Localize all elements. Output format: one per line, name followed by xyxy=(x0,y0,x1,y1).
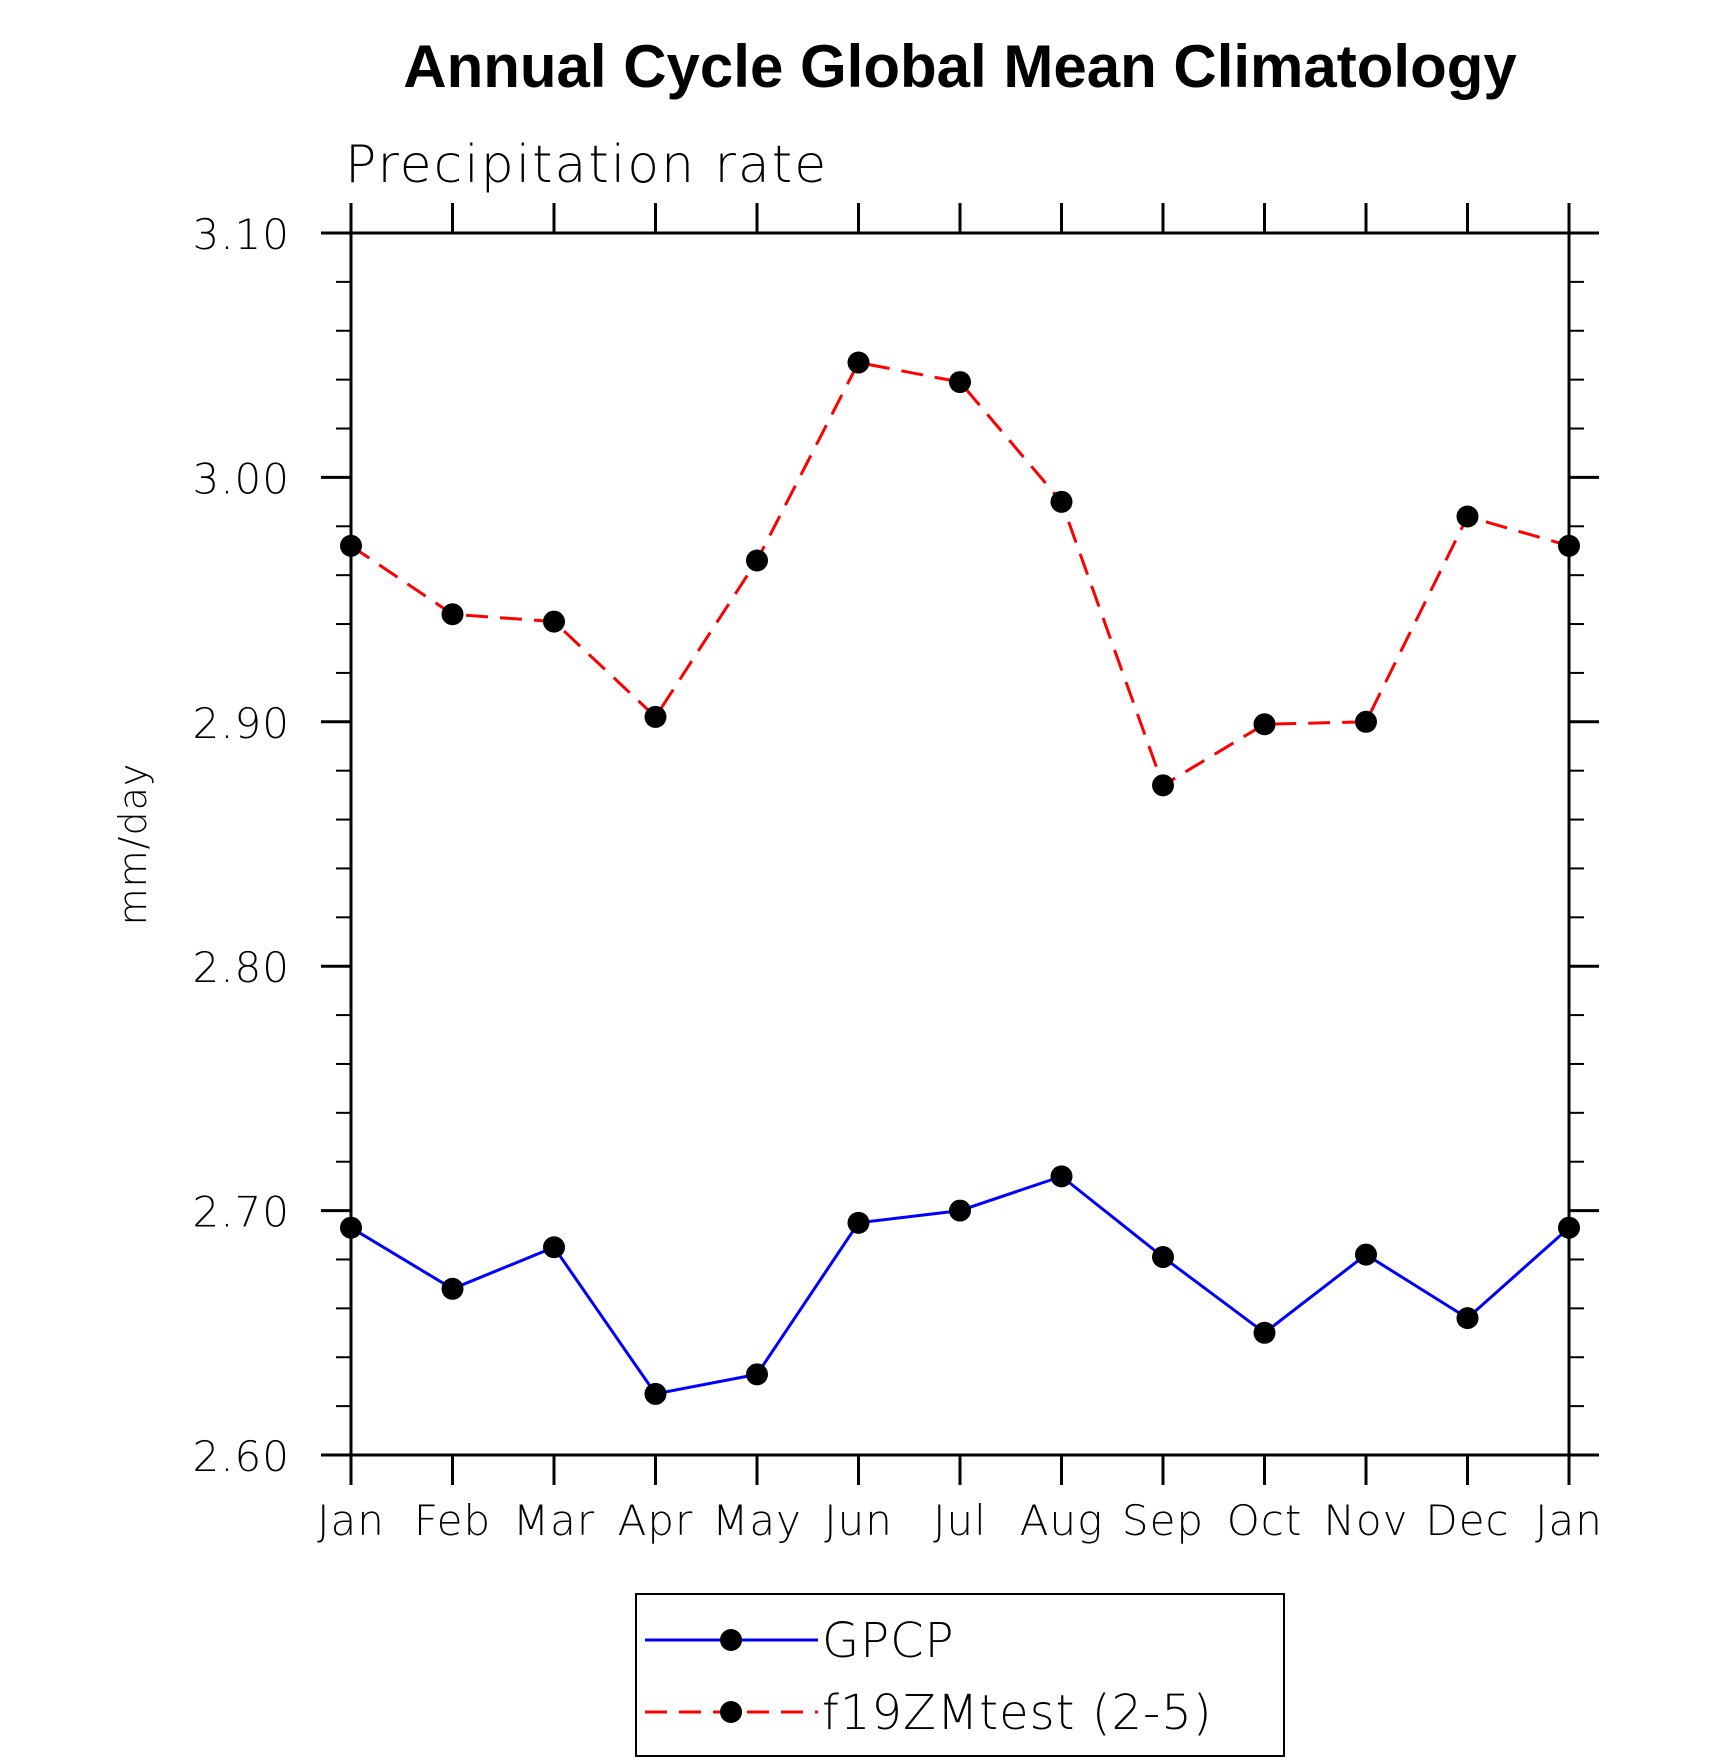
legend: GPCP f19ZMtest (2-5) xyxy=(635,1593,1285,1757)
y-tick-label: 2.70 xyxy=(192,1188,290,1237)
plot-frame xyxy=(349,231,1571,1457)
x-tick-label: Jun xyxy=(824,1496,893,1545)
series-1-point xyxy=(543,1236,565,1259)
y-tick-label: 2.80 xyxy=(192,943,290,992)
series-2-point xyxy=(340,534,362,557)
x-tick-label: Jul xyxy=(933,1496,987,1545)
x-tick-label: Apr xyxy=(618,1496,694,1545)
series-2-point xyxy=(949,371,971,394)
x-tick-label: Sep xyxy=(1122,1496,1204,1545)
y-axis-label: mm/day xyxy=(111,763,155,926)
legend-marker-2 xyxy=(720,1701,742,1723)
chart-title: Annual Cycle Global Mean Climatology xyxy=(403,33,1517,100)
series-2-point xyxy=(847,351,870,374)
axes: Jan Feb Mar Apr May Jun Jul Aug Sep Oct Nov Dec Jan 2… xyxy=(192,203,1602,1545)
series-layer xyxy=(340,351,1580,1405)
legend-box xyxy=(635,1593,1285,1757)
series-1-point xyxy=(1253,1321,1276,1344)
series-1-point xyxy=(1456,1307,1479,1330)
series-2-point xyxy=(1456,505,1479,528)
series-1-point xyxy=(441,1277,464,1300)
series-1-point xyxy=(644,1382,667,1405)
series-2-point xyxy=(644,705,667,728)
series-1-point xyxy=(1558,1216,1580,1239)
series-2-point xyxy=(1050,490,1073,513)
x-tick-label: Mar xyxy=(513,1496,595,1545)
series-1-point xyxy=(1152,1246,1174,1269)
series-2-point xyxy=(441,603,464,626)
series-2-point xyxy=(1152,774,1174,797)
y-tick-label: 3.00 xyxy=(192,454,290,503)
x-tick-label: Feb xyxy=(414,1496,491,1545)
series-2-point xyxy=(1355,710,1377,733)
chart-subtitle: Precipitation rate xyxy=(345,135,828,195)
x-tick-label: Jan xyxy=(1535,1496,1603,1545)
series-2-point xyxy=(1558,534,1580,557)
x-tick-label: Jan xyxy=(317,1496,385,1545)
legend-label-2: f19ZMtest (2-5) xyxy=(822,1685,1213,1741)
series-2-point xyxy=(1253,713,1276,736)
x-tick-label: May xyxy=(712,1496,802,1545)
series-1-point xyxy=(1050,1165,1073,1188)
series-line-2 xyxy=(350,360,1570,788)
x-tick-label: Nov xyxy=(1324,1496,1409,1545)
series-1-point xyxy=(340,1216,362,1239)
series-1-point xyxy=(1355,1243,1377,1266)
x-tick-label: Dec xyxy=(1425,1496,1509,1545)
series-2-point xyxy=(543,610,565,633)
series-1-point xyxy=(847,1211,870,1234)
series-1-point xyxy=(949,1199,971,1222)
series-1-point xyxy=(746,1363,768,1386)
y-tick-label: 2.90 xyxy=(192,699,290,748)
legend-marker-1 xyxy=(720,1629,742,1651)
y-tick-label: 2.60 xyxy=(192,1432,290,1481)
series-2-point xyxy=(746,549,768,572)
legend-label-1: GPCP xyxy=(822,1613,955,1669)
x-tick-label: Oct xyxy=(1227,1496,1303,1545)
y-tick-label: 3.10 xyxy=(192,210,290,259)
x-tick-label: Aug xyxy=(1020,1496,1104,1545)
